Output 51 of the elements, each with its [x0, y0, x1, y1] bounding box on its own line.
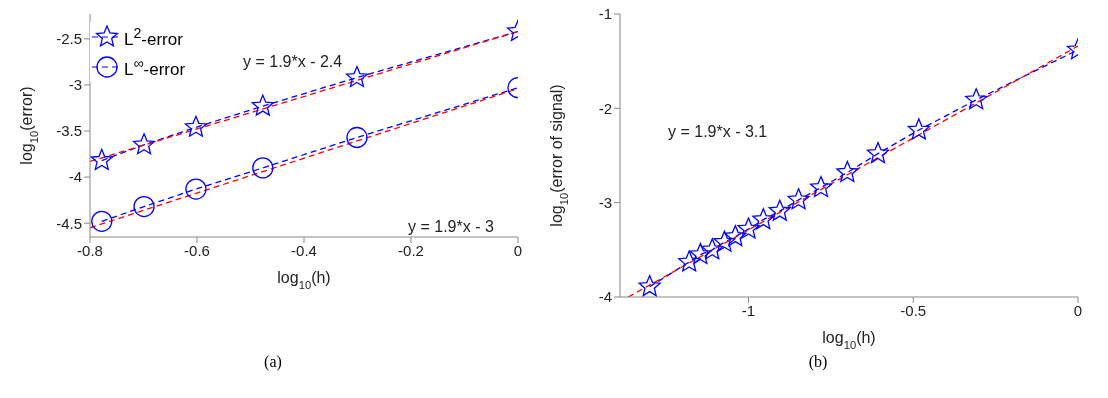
y-tick-label: -3.5 [56, 122, 82, 140]
point [724, 224, 747, 247]
point [965, 88, 988, 110]
legend-label: L$^{2}$-error [124, 24, 183, 50]
x-axis-title: log$_{10}$(h) [277, 269, 331, 291]
point [907, 118, 930, 140]
point [678, 250, 701, 272]
point [345, 65, 369, 88]
annotation: y = 1.9*x - 2.4 [243, 53, 343, 71]
text: (a) [264, 353, 282, 371]
text: (b) [808, 353, 828, 371]
point [638, 274, 661, 297]
legend-label: L$^{∞}$-error [124, 54, 186, 80]
point [90, 148, 113, 171]
point [91, 210, 113, 232]
point [132, 133, 156, 155]
point [836, 160, 859, 183]
point [133, 195, 155, 218]
x-tick-label: -0.2 [398, 241, 424, 259]
y-tick-label: -4.5 [56, 214, 82, 232]
point [185, 178, 207, 200]
x-tick-label: 0 [513, 241, 523, 259]
point [184, 115, 208, 137]
point [252, 157, 274, 179]
y-tick-label: -2 [598, 99, 612, 117]
point [866, 141, 890, 164]
point [787, 188, 810, 210]
x-tick-label: -1 [741, 301, 756, 319]
x-axis-title: log$_{10}$(h) [822, 329, 876, 351]
x-tick-label: 0 [1073, 301, 1083, 319]
point [752, 208, 775, 230]
x-tick-label: -0.5 [900, 301, 927, 319]
x-tick-label: -0.6 [184, 241, 210, 259]
point [713, 230, 736, 252]
x-tick-label: -0.4 [291, 241, 317, 259]
y-tick-label: -3 [598, 193, 612, 211]
point [737, 217, 760, 239]
point [251, 94, 274, 116]
point [809, 175, 833, 198]
annotation: y = 1.9*x - 3 [408, 218, 494, 236]
y-tick-label: -3 [68, 76, 82, 94]
point [701, 238, 724, 260]
point [689, 242, 712, 265]
y-tick-label: -2.5 [56, 30, 82, 48]
y-tick-label: -4 [598, 288, 612, 306]
y-tick-label: -4 [68, 168, 82, 186]
y-tick-label: -1 [598, 5, 612, 23]
point [346, 126, 368, 149]
x-tick-label: -0.8 [77, 241, 103, 259]
annotation: y = 1.9*x - 3.1 [668, 123, 768, 141]
point [768, 199, 791, 221]
